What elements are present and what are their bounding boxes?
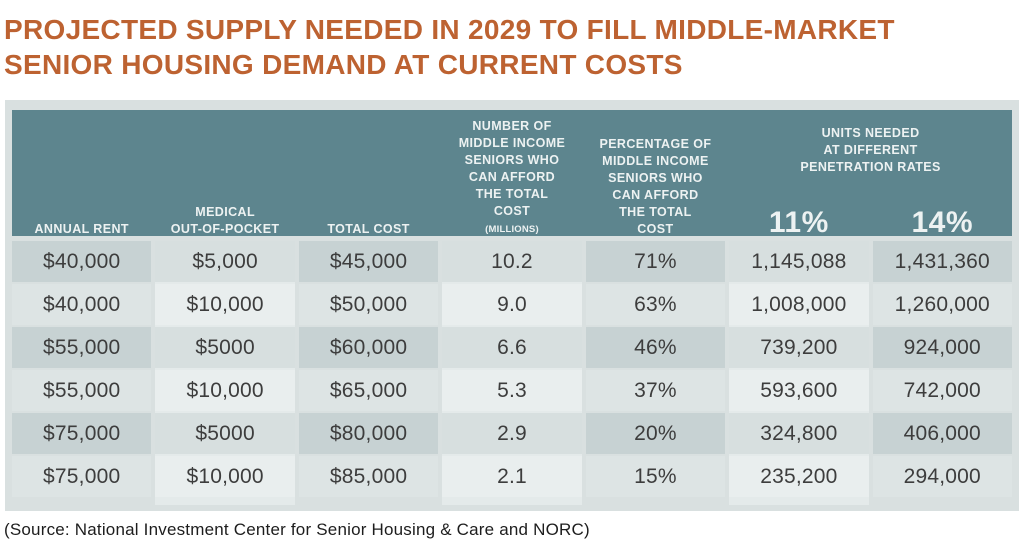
header-percentage-of-seniors: PERCENTAGE OF MIDDLE INCOME SENIORS WHO … bbox=[586, 136, 725, 238]
header-rate-11: 11% bbox=[768, 206, 829, 239]
table-cell: $55,000 bbox=[12, 370, 152, 411]
header-label: COST bbox=[637, 222, 674, 236]
table-cell: 46% bbox=[585, 327, 726, 368]
header-label: THE TOTAL bbox=[619, 205, 692, 219]
table-cell: 739,200 bbox=[729, 327, 869, 368]
table-cell: $10,000 bbox=[155, 284, 295, 325]
table-cell: 324,800 bbox=[729, 413, 869, 454]
header-label: THE TOTAL bbox=[475, 187, 549, 201]
table-body: $40,000 $5,000 $45,000 10.2 71% 1,145,088 1,43… bbox=[12, 241, 1012, 505]
header-label: PENETRATION RATES bbox=[800, 160, 941, 174]
header-label: MIDDLE INCOME bbox=[602, 154, 709, 168]
table-cell: $5,000 bbox=[155, 241, 295, 282]
table-cell: 2.9 bbox=[442, 413, 582, 454]
table-cell: $65,000 bbox=[298, 370, 439, 411]
page-title-line1: PROJECTED SUPPLY NEEDED IN 2029 TO FILL … bbox=[4, 14, 895, 45]
table-cell: 9.0 bbox=[442, 284, 582, 325]
page-title: PROJECTED SUPPLY NEEDED IN 2029 TO FILL … bbox=[4, 12, 1014, 82]
table-cell: 742,000 bbox=[872, 370, 1012, 411]
table-cell: $75,000 bbox=[12, 413, 152, 454]
header-label: CAN AFFORD bbox=[468, 170, 556, 184]
header-units-needed-group: UNITS NEEDED AT DIFFERENT PENETRATION RA… bbox=[729, 118, 1012, 238]
table-cell: 235,200 bbox=[729, 456, 869, 497]
table-cell: $60,000 bbox=[298, 327, 439, 368]
table-cell: $85,000 bbox=[298, 456, 439, 497]
table-cell: $40,000 bbox=[12, 241, 152, 282]
header-units-needed-title: UNITS NEEDED AT DIFFERENT PENETRATION RA… bbox=[729, 125, 1012, 176]
table-cell: 63% bbox=[585, 284, 726, 325]
table-cell: $5000 bbox=[155, 327, 295, 368]
header-label: AT DIFFERENT bbox=[823, 143, 918, 157]
table-row: $55,000 $5000 $60,000 6.6 46% 739,200 924,000 bbox=[12, 327, 1012, 368]
header-label-cost: COST bbox=[493, 204, 531, 218]
header-label: NUMBER OF bbox=[472, 119, 552, 133]
header-label: CAN AFFORD bbox=[612, 188, 699, 202]
table-row: $40,000 $10,000 $50,000 9.0 63% 1,008,000 1,26… bbox=[12, 284, 1012, 325]
table-cell: $5000 bbox=[155, 413, 295, 454]
table-row: $75,000 $10,000 $85,000 2.1 15% 235,200 294,00… bbox=[12, 456, 1012, 497]
table-cell: 37% bbox=[585, 370, 726, 411]
header-label: TOTAL COST bbox=[327, 222, 410, 236]
page-title-line2: SENIOR HOUSING DEMAND AT CURRENT COSTS bbox=[4, 49, 683, 80]
table-cell: 15% bbox=[585, 456, 726, 497]
table-cell: $75,000 bbox=[12, 456, 152, 497]
header-label: COST (MILLIONS) bbox=[442, 203, 581, 238]
table-row: $75,000 $5000 $80,000 2.9 20% 324,800 406,000 bbox=[12, 413, 1012, 454]
header-number-of-seniors: NUMBER OF MIDDLE INCOME SENIORS WHO CAN … bbox=[442, 118, 581, 238]
header-label: SENIORS WHO bbox=[608, 171, 703, 185]
table-cell: 5.3 bbox=[442, 370, 582, 411]
table-cell: 593,600 bbox=[729, 370, 869, 411]
table-cell: 10.2 bbox=[442, 241, 582, 282]
table-cell: 406,000 bbox=[872, 413, 1012, 454]
page: PROJECTED SUPPLY NEEDED IN 2029 TO FILL … bbox=[0, 12, 1024, 544]
table-cell: 2.1 bbox=[442, 456, 582, 497]
table-cell: $45,000 bbox=[298, 241, 439, 282]
table-cell: $10,000 bbox=[155, 370, 295, 411]
header-label-millions: (MILLIONS) bbox=[485, 224, 539, 235]
table-header-row: ANNUAL RENT MEDICAL OUT-OF-POCKET TOTAL … bbox=[12, 110, 1012, 238]
header-total-cost: TOTAL COST bbox=[299, 221, 438, 238]
header-label: PERCENTAGE OF bbox=[599, 137, 712, 151]
table-cell: 924,000 bbox=[872, 327, 1012, 368]
table-cell: 6.6 bbox=[442, 327, 582, 368]
table-row: $40,000 $5,000 $45,000 10.2 71% 1,145,088 1,43… bbox=[12, 241, 1012, 282]
table-cell: 1,431,360 bbox=[872, 241, 1012, 282]
header-label: OUT-OF-POCKET bbox=[170, 222, 280, 236]
table-cell: $40,000 bbox=[12, 284, 152, 325]
table-row: $55,000 $10,000 $65,000 5.3 37% 593,600 742,00… bbox=[12, 370, 1012, 411]
table-cell: 1,260,000 bbox=[872, 284, 1012, 325]
table-card: ANNUAL RENT MEDICAL OUT-OF-POCKET TOTAL … bbox=[5, 100, 1019, 511]
table-cell: $80,000 bbox=[298, 413, 439, 454]
header-label: ANNUAL RENT bbox=[34, 222, 129, 236]
table-cell: 294,000 bbox=[872, 456, 1012, 497]
header-medical-out-of-pocket: MEDICAL OUT-OF-POCKET bbox=[155, 204, 294, 238]
table-cell: $50,000 bbox=[298, 284, 439, 325]
table-cell: 1,008,000 bbox=[729, 284, 869, 325]
header-annual-rent: ANNUAL RENT bbox=[12, 221, 151, 238]
source-note: (Source: National Investment Center for … bbox=[4, 520, 590, 539]
table-cell: 1,145,088 bbox=[729, 241, 869, 282]
table-cell: $10,000 bbox=[155, 456, 295, 497]
header-label: SENIORS WHO bbox=[464, 153, 560, 167]
header-penetration-rates: 11% 14% bbox=[729, 208, 1012, 238]
table-cell: 71% bbox=[585, 241, 726, 282]
header-label: MEDICAL bbox=[195, 205, 255, 219]
header-label: UNITS NEEDED bbox=[821, 126, 920, 140]
table-cell: 20% bbox=[585, 413, 726, 454]
table-cell: $55,000 bbox=[12, 327, 152, 368]
header-label: MIDDLE INCOME bbox=[458, 136, 566, 150]
header-rate-14: 14% bbox=[911, 206, 974, 239]
